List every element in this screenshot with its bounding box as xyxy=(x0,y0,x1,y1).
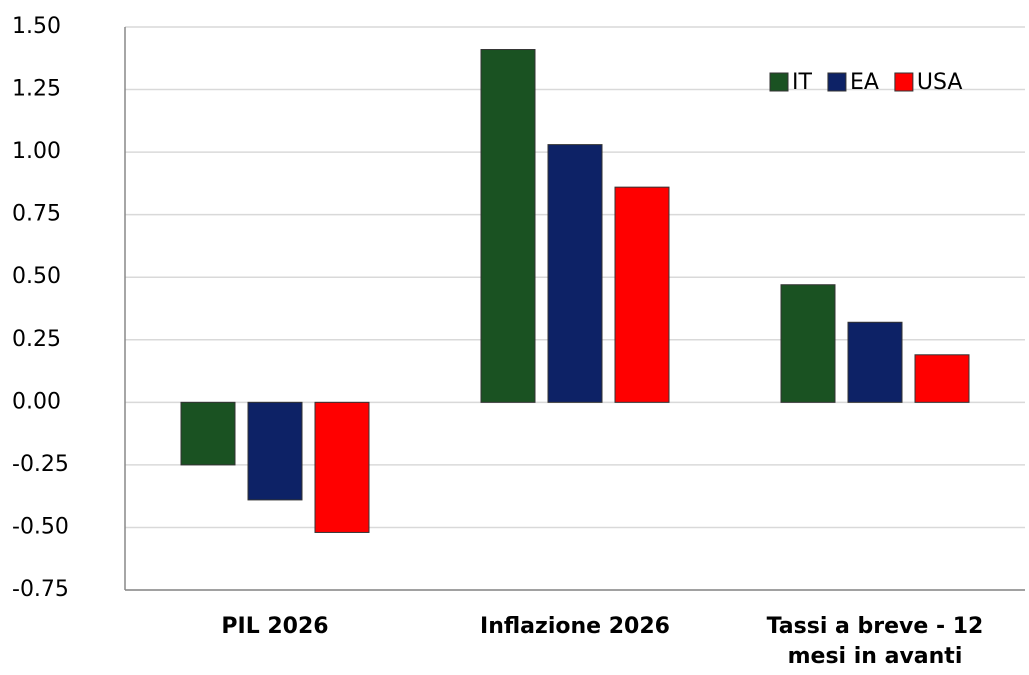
y-tick-label: 0.00 xyxy=(12,389,61,414)
legend-label: EA xyxy=(850,70,879,95)
y-tick-label: 1.00 xyxy=(12,139,61,164)
y-tick-label: 0.75 xyxy=(12,202,61,227)
bar xyxy=(247,401,303,501)
legend-swatch xyxy=(894,72,914,92)
y-tick-label: 0.50 xyxy=(12,264,61,289)
y-tick-label: 0.25 xyxy=(12,327,61,352)
bar xyxy=(780,284,836,403)
bar xyxy=(547,144,603,403)
bar xyxy=(614,186,670,403)
y-tick-label: 1.25 xyxy=(12,77,61,102)
y-tick-label: -0.50 xyxy=(12,514,69,539)
y-tick-label: 1.50 xyxy=(12,14,61,39)
x-tick-label: PIL 2026 xyxy=(221,614,329,639)
x-tick-label: Tassi a breve - 12 mesi in avanti xyxy=(766,614,984,669)
bar xyxy=(180,401,236,466)
y-tick-label: -0.75 xyxy=(12,577,69,602)
legend-swatch xyxy=(827,72,847,92)
legend-swatch xyxy=(769,72,789,92)
legend-label: IT xyxy=(792,70,812,95)
bar xyxy=(847,321,903,403)
legend-label: USA xyxy=(917,70,963,95)
y-tick-label: -0.25 xyxy=(12,452,69,477)
bar xyxy=(480,49,536,403)
x-tick-label: Inflazione 2026 xyxy=(480,614,670,639)
bar xyxy=(914,354,970,403)
bar xyxy=(314,401,370,533)
